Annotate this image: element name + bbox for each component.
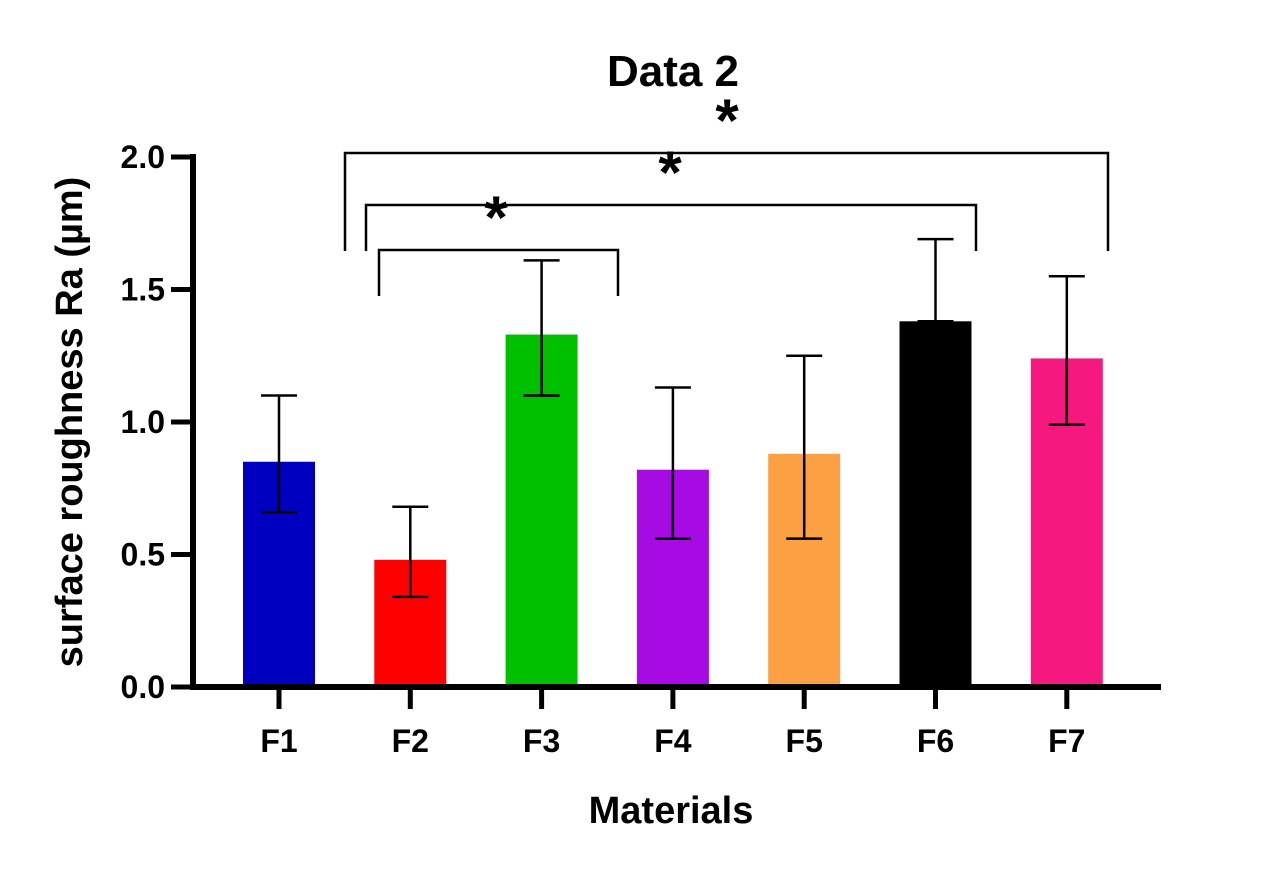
significance-star-2: * <box>658 139 682 206</box>
significance-star-1: * <box>484 184 508 251</box>
x-tick-label-f7: F7 <box>1048 723 1085 759</box>
x-axis-title: Materials <box>589 790 754 832</box>
x-tick-label-f5: F5 <box>786 723 823 759</box>
significance-bracket-2 <box>364 203 978 251</box>
y-tick-label: 2.0 <box>121 139 165 175</box>
y-tick-label: 1.5 <box>121 272 165 308</box>
x-tick-label-f2: F2 <box>392 723 429 759</box>
significance-star-3: * <box>715 87 739 154</box>
y-tick-label: 0.0 <box>121 669 165 705</box>
y-tick-label: 0.5 <box>121 537 165 573</box>
x-tick-label-f6: F6 <box>917 723 954 759</box>
y-tick-label: 1.0 <box>121 404 165 440</box>
significance-layer: * * * <box>343 87 1110 296</box>
axes-layer: 0.0 0.5 1.0 1.5 2.0 F1 F2 F3 F4 F5 F6 F7 <box>121 139 1161 759</box>
significance-bracket-3 <box>343 151 1110 251</box>
bar-f6 <box>899 321 972 687</box>
x-tick-label-f1: F1 <box>260 723 297 759</box>
significance-bracket-1 <box>377 248 620 296</box>
x-tick-label-f4: F4 <box>654 723 692 759</box>
chart-title: Data 2 <box>607 47 739 96</box>
error-bars-layer <box>261 237 1085 599</box>
x-tick-label-f3: F3 <box>523 723 560 759</box>
y-axis-title: surface roughness Ra (µm) <box>49 177 91 668</box>
